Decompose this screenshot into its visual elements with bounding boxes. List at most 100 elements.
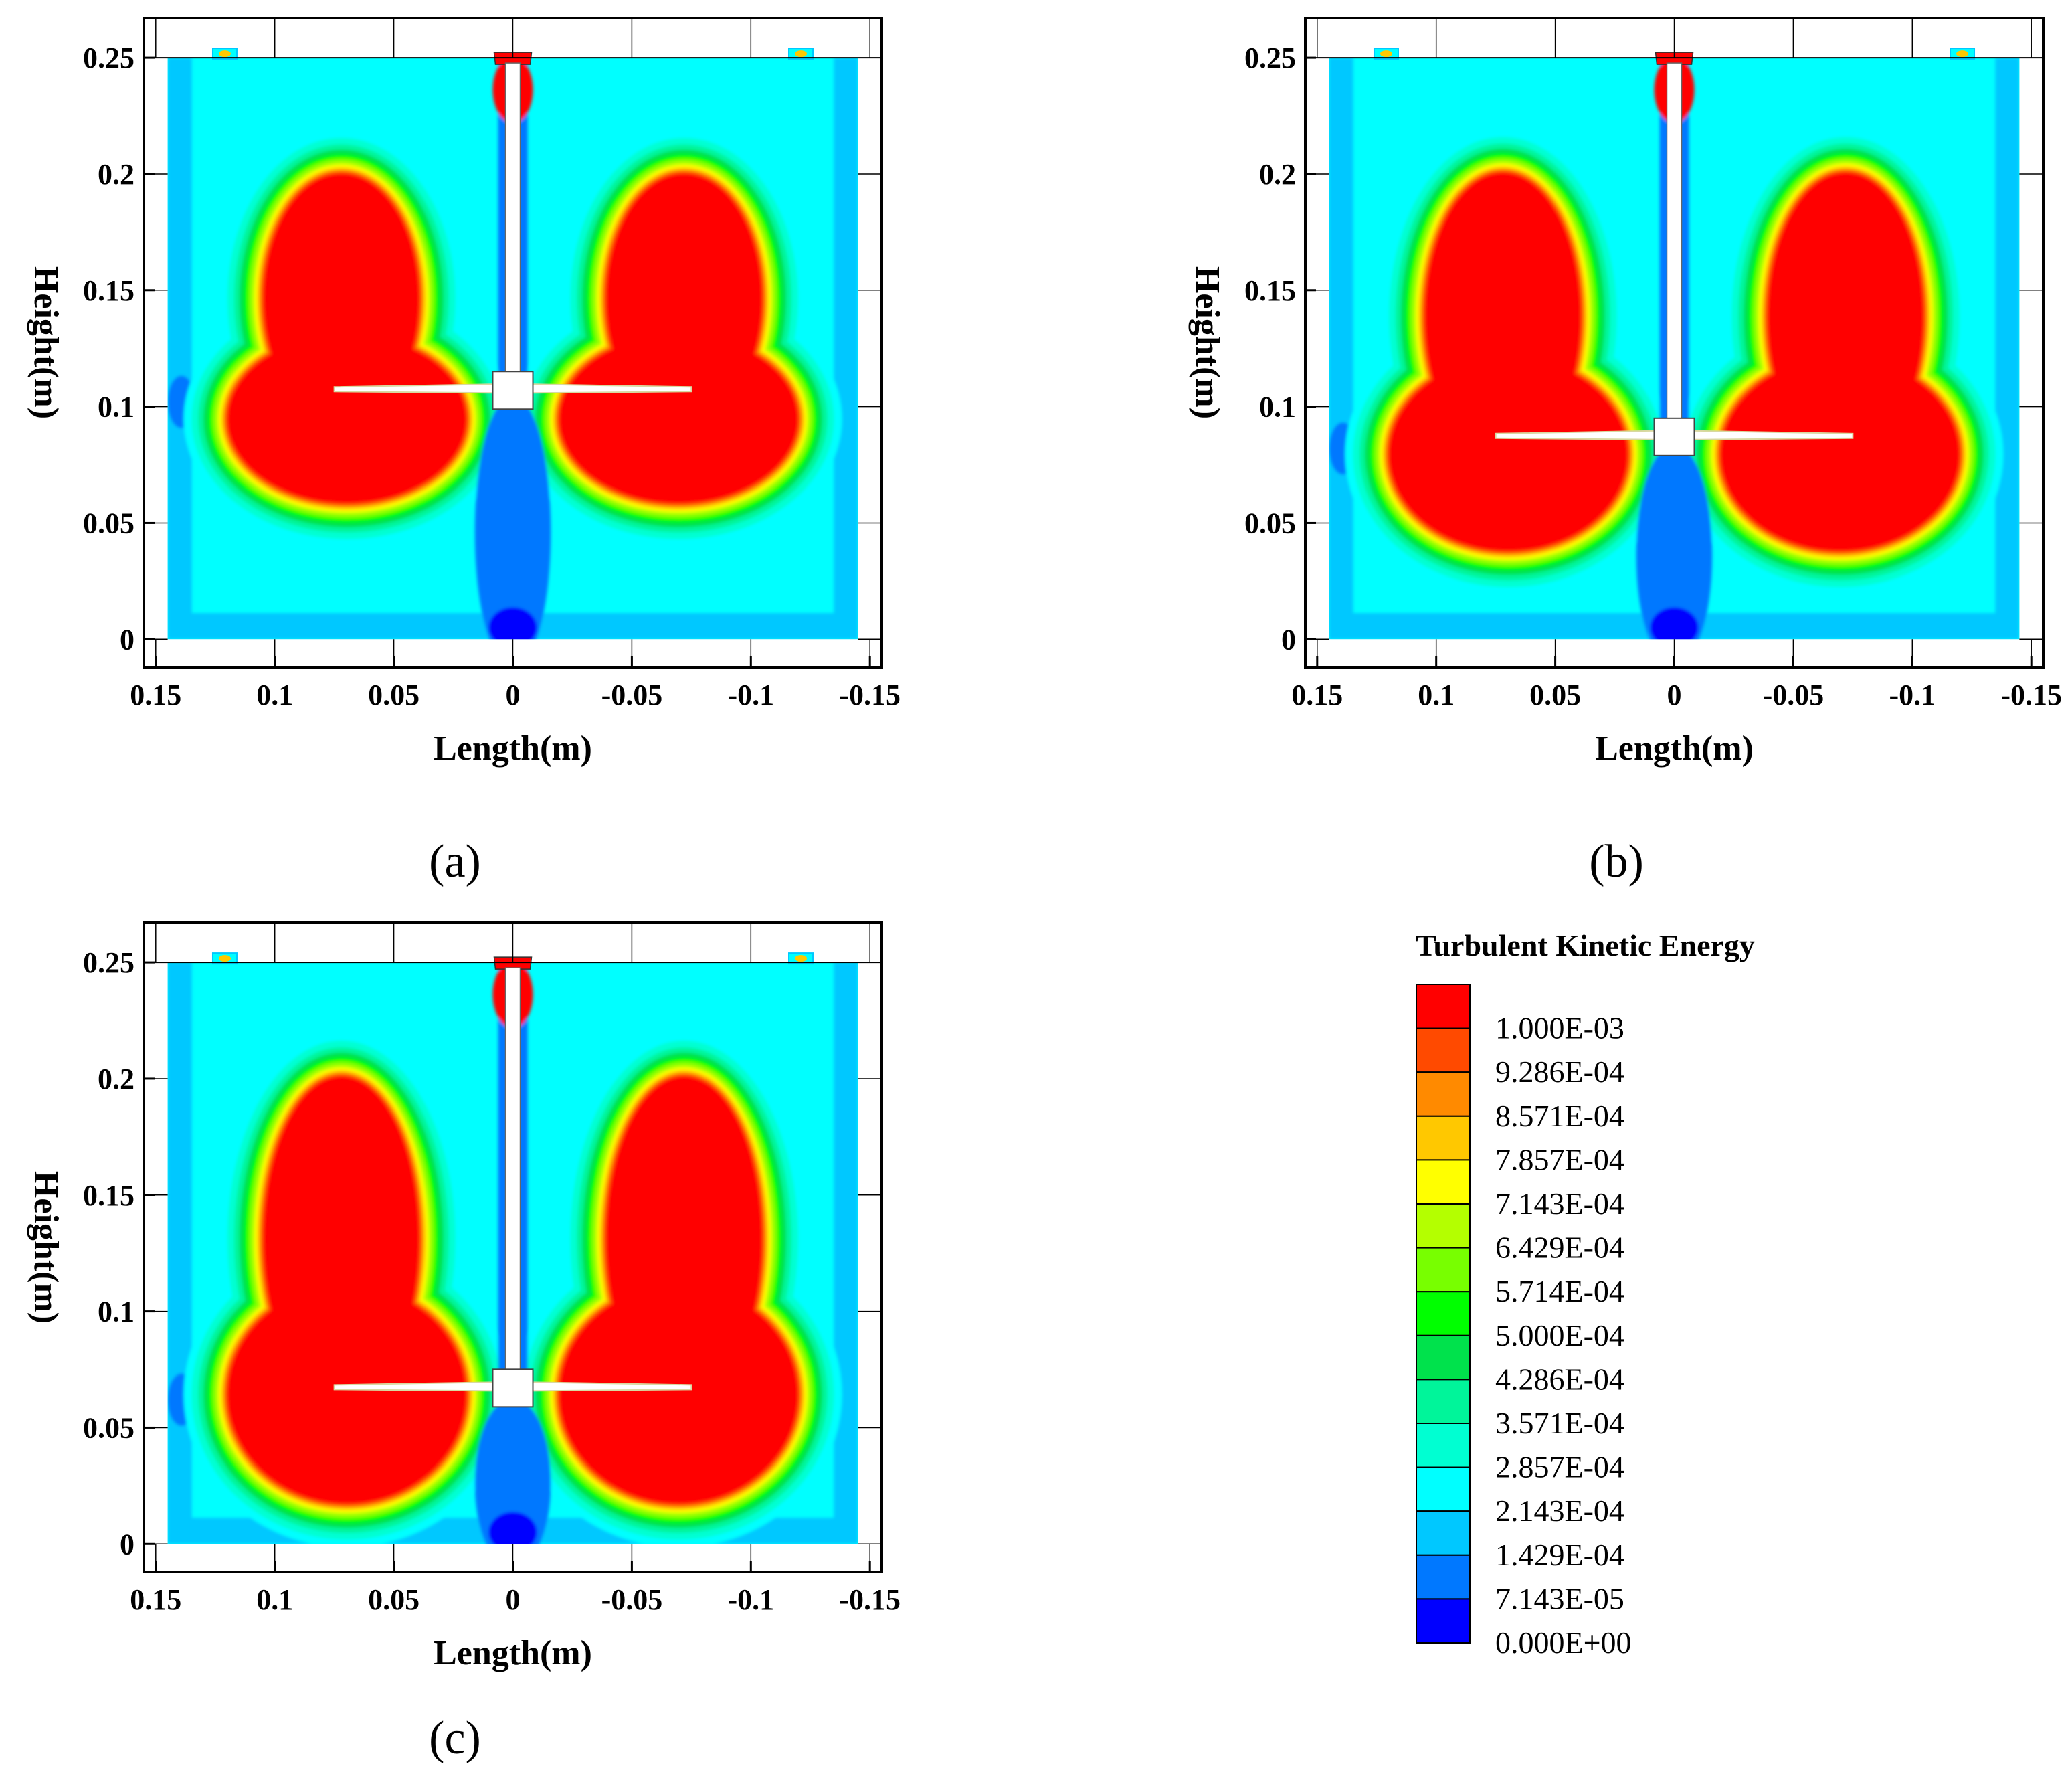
y-tick-label: 0.15: [1244, 274, 1296, 307]
y-axis-title: Height(m): [27, 1171, 65, 1324]
impeller-shaft: [504, 62, 521, 377]
legend-swatch: [1416, 1510, 1471, 1556]
chart-panel-0: 0.15 0.1 0.05 0 -0.05 -0.1 -0.15 0 0.05 0.1 0.15 0.…: [27, 17, 901, 887]
y-tick-label: 0.2: [1259, 158, 1296, 191]
x-tick-label: -0.05: [1763, 679, 1824, 711]
legend-title: Turbulent Kinetic Energy: [1416, 928, 1755, 962]
y-tick-label: 0.15: [83, 1179, 134, 1212]
x-tick-label: -0.1: [727, 1583, 774, 1616]
legend-swatch: [1416, 1466, 1471, 1512]
legend-value: 2.143E-04: [1495, 1494, 1624, 1528]
y-tick-label: 0: [120, 1528, 134, 1561]
legend-value: 9.286E-04: [1495, 1055, 1624, 1089]
legend-value: 5.714E-04: [1495, 1274, 1624, 1308]
x-tick-label: 0: [1667, 679, 1682, 711]
x-tick-label: -0.05: [601, 679, 663, 711]
central-jet: [474, 395, 551, 640]
x-tick-label: 0.1: [256, 1583, 293, 1616]
legend-value: 7.857E-04: [1495, 1142, 1624, 1176]
central-jet: [1636, 444, 1713, 640]
surface-port-core: [218, 955, 231, 962]
impeller-shaft: [504, 967, 521, 1374]
x-tick-label: 0.05: [368, 679, 419, 711]
x-tick-label: -0.05: [601, 1583, 663, 1616]
wall-band-right: [834, 962, 858, 1544]
legend-swatch: [1416, 1071, 1471, 1117]
wall-band-right: [1995, 58, 2020, 640]
chart-panel-2: 0.15 0.1 0.05 0 -0.05 -0.1 -0.15 0 0.05 0.1 0.15 0.…: [27, 921, 901, 1764]
x-tick-label: 0.15: [130, 679, 181, 711]
legend-value: 3.571E-04: [1495, 1406, 1624, 1440]
impeller-shaft: [1666, 62, 1683, 423]
y-tick-label: 0.2: [98, 1063, 134, 1095]
y-tick-label: 0.1: [1259, 391, 1296, 424]
legend-value: 1.000E-03: [1495, 1011, 1624, 1045]
impeller-hub: [492, 1368, 534, 1408]
surface-port-core: [795, 955, 808, 962]
legend-swatch: [1416, 1027, 1471, 1073]
chart-panel-1: 0.15 0.1 0.05 0 -0.05 -0.1 -0.15 0 0.05 0.1 0.15 0.…: [1188, 17, 2062, 887]
y-tick-label: 0.2: [98, 158, 134, 191]
legend-swatch: [1416, 1159, 1471, 1205]
legend: Turbulent Kinetic Energy 1.000E-03 9.286E…: [1416, 928, 1755, 1660]
legend-value: 5.000E-04: [1495, 1318, 1624, 1352]
wall-band-left: [1329, 58, 1353, 640]
tke-contour: [1721, 358, 1960, 551]
legend-value: 8.571E-04: [1495, 1099, 1624, 1133]
legend-swatch: [1416, 984, 1471, 1029]
x-tick-label: -0.1: [1889, 679, 1936, 711]
tke-contour: [227, 1285, 466, 1504]
legend-swatch: [1416, 1115, 1471, 1161]
panel-label: (a): [429, 836, 481, 887]
x-tick-label: 0.05: [1529, 679, 1581, 711]
legend-value: 4.286E-04: [1495, 1362, 1624, 1396]
wall-band-left: [167, 962, 192, 1544]
tke-contour: [227, 335, 466, 503]
x-tick-label: 0.1: [1418, 679, 1454, 711]
legend-swatch: [1416, 1247, 1471, 1293]
legend-swatch: [1416, 1598, 1471, 1644]
legend-value: 7.143E-05: [1495, 1581, 1624, 1615]
tke-contour: [559, 335, 798, 503]
x-tick-label: -0.15: [839, 679, 901, 711]
central-jet-core: [1650, 607, 1699, 640]
legend-value: 0.000E+00: [1495, 1625, 1632, 1660]
y-axis-title: Height(m): [27, 266, 65, 419]
x-tick-label: -0.1: [727, 679, 774, 711]
x-axis-title: Length(m): [434, 729, 592, 768]
legend-value: 6.429E-04: [1495, 1231, 1624, 1265]
wall-band-right: [834, 58, 858, 640]
y-tick-label: 0.05: [1244, 507, 1296, 539]
central-jet-core: [488, 607, 537, 640]
surface-port-core: [218, 50, 231, 58]
legend-swatch: [1416, 1203, 1471, 1249]
tke-contour: [559, 1285, 798, 1504]
x-axis-title: Length(m): [1595, 729, 1754, 768]
legend-value: 7.143E-04: [1495, 1186, 1624, 1221]
x-tick-label: -0.15: [839, 1583, 901, 1616]
x-tick-label: 0.15: [1291, 679, 1343, 711]
surface-port-core: [1380, 50, 1392, 58]
legend-swatch: [1416, 1423, 1471, 1468]
y-tick-label: 0: [1281, 623, 1296, 656]
legend-value: 2.857E-04: [1495, 1450, 1624, 1484]
impeller-hub: [1653, 417, 1695, 456]
legend-swatch: [1416, 1554, 1471, 1600]
x-axis-title: Length(m): [434, 1634, 592, 1672]
x-tick-label: -0.15: [2000, 679, 2062, 711]
y-tick-label: 0.05: [83, 1411, 134, 1444]
y-tick-label: 0.1: [98, 391, 134, 424]
central-jet: [474, 1397, 551, 1544]
y-tick-label: 0.25: [1244, 41, 1296, 74]
legend-swatch: [1416, 1379, 1471, 1424]
wall-band-left: [167, 58, 192, 640]
legend-swatch: [1416, 1291, 1471, 1336]
panel-label: (c): [429, 1712, 481, 1764]
surface-port-core: [1956, 50, 1969, 58]
central-jet-core: [488, 1512, 537, 1544]
x-tick-label: 0.1: [256, 679, 293, 711]
legend-value: 1.429E-04: [1495, 1538, 1624, 1572]
panel-label: (b): [1589, 836, 1644, 887]
y-tick-label: 0.15: [83, 274, 134, 307]
tke-contour: [1389, 358, 1628, 551]
